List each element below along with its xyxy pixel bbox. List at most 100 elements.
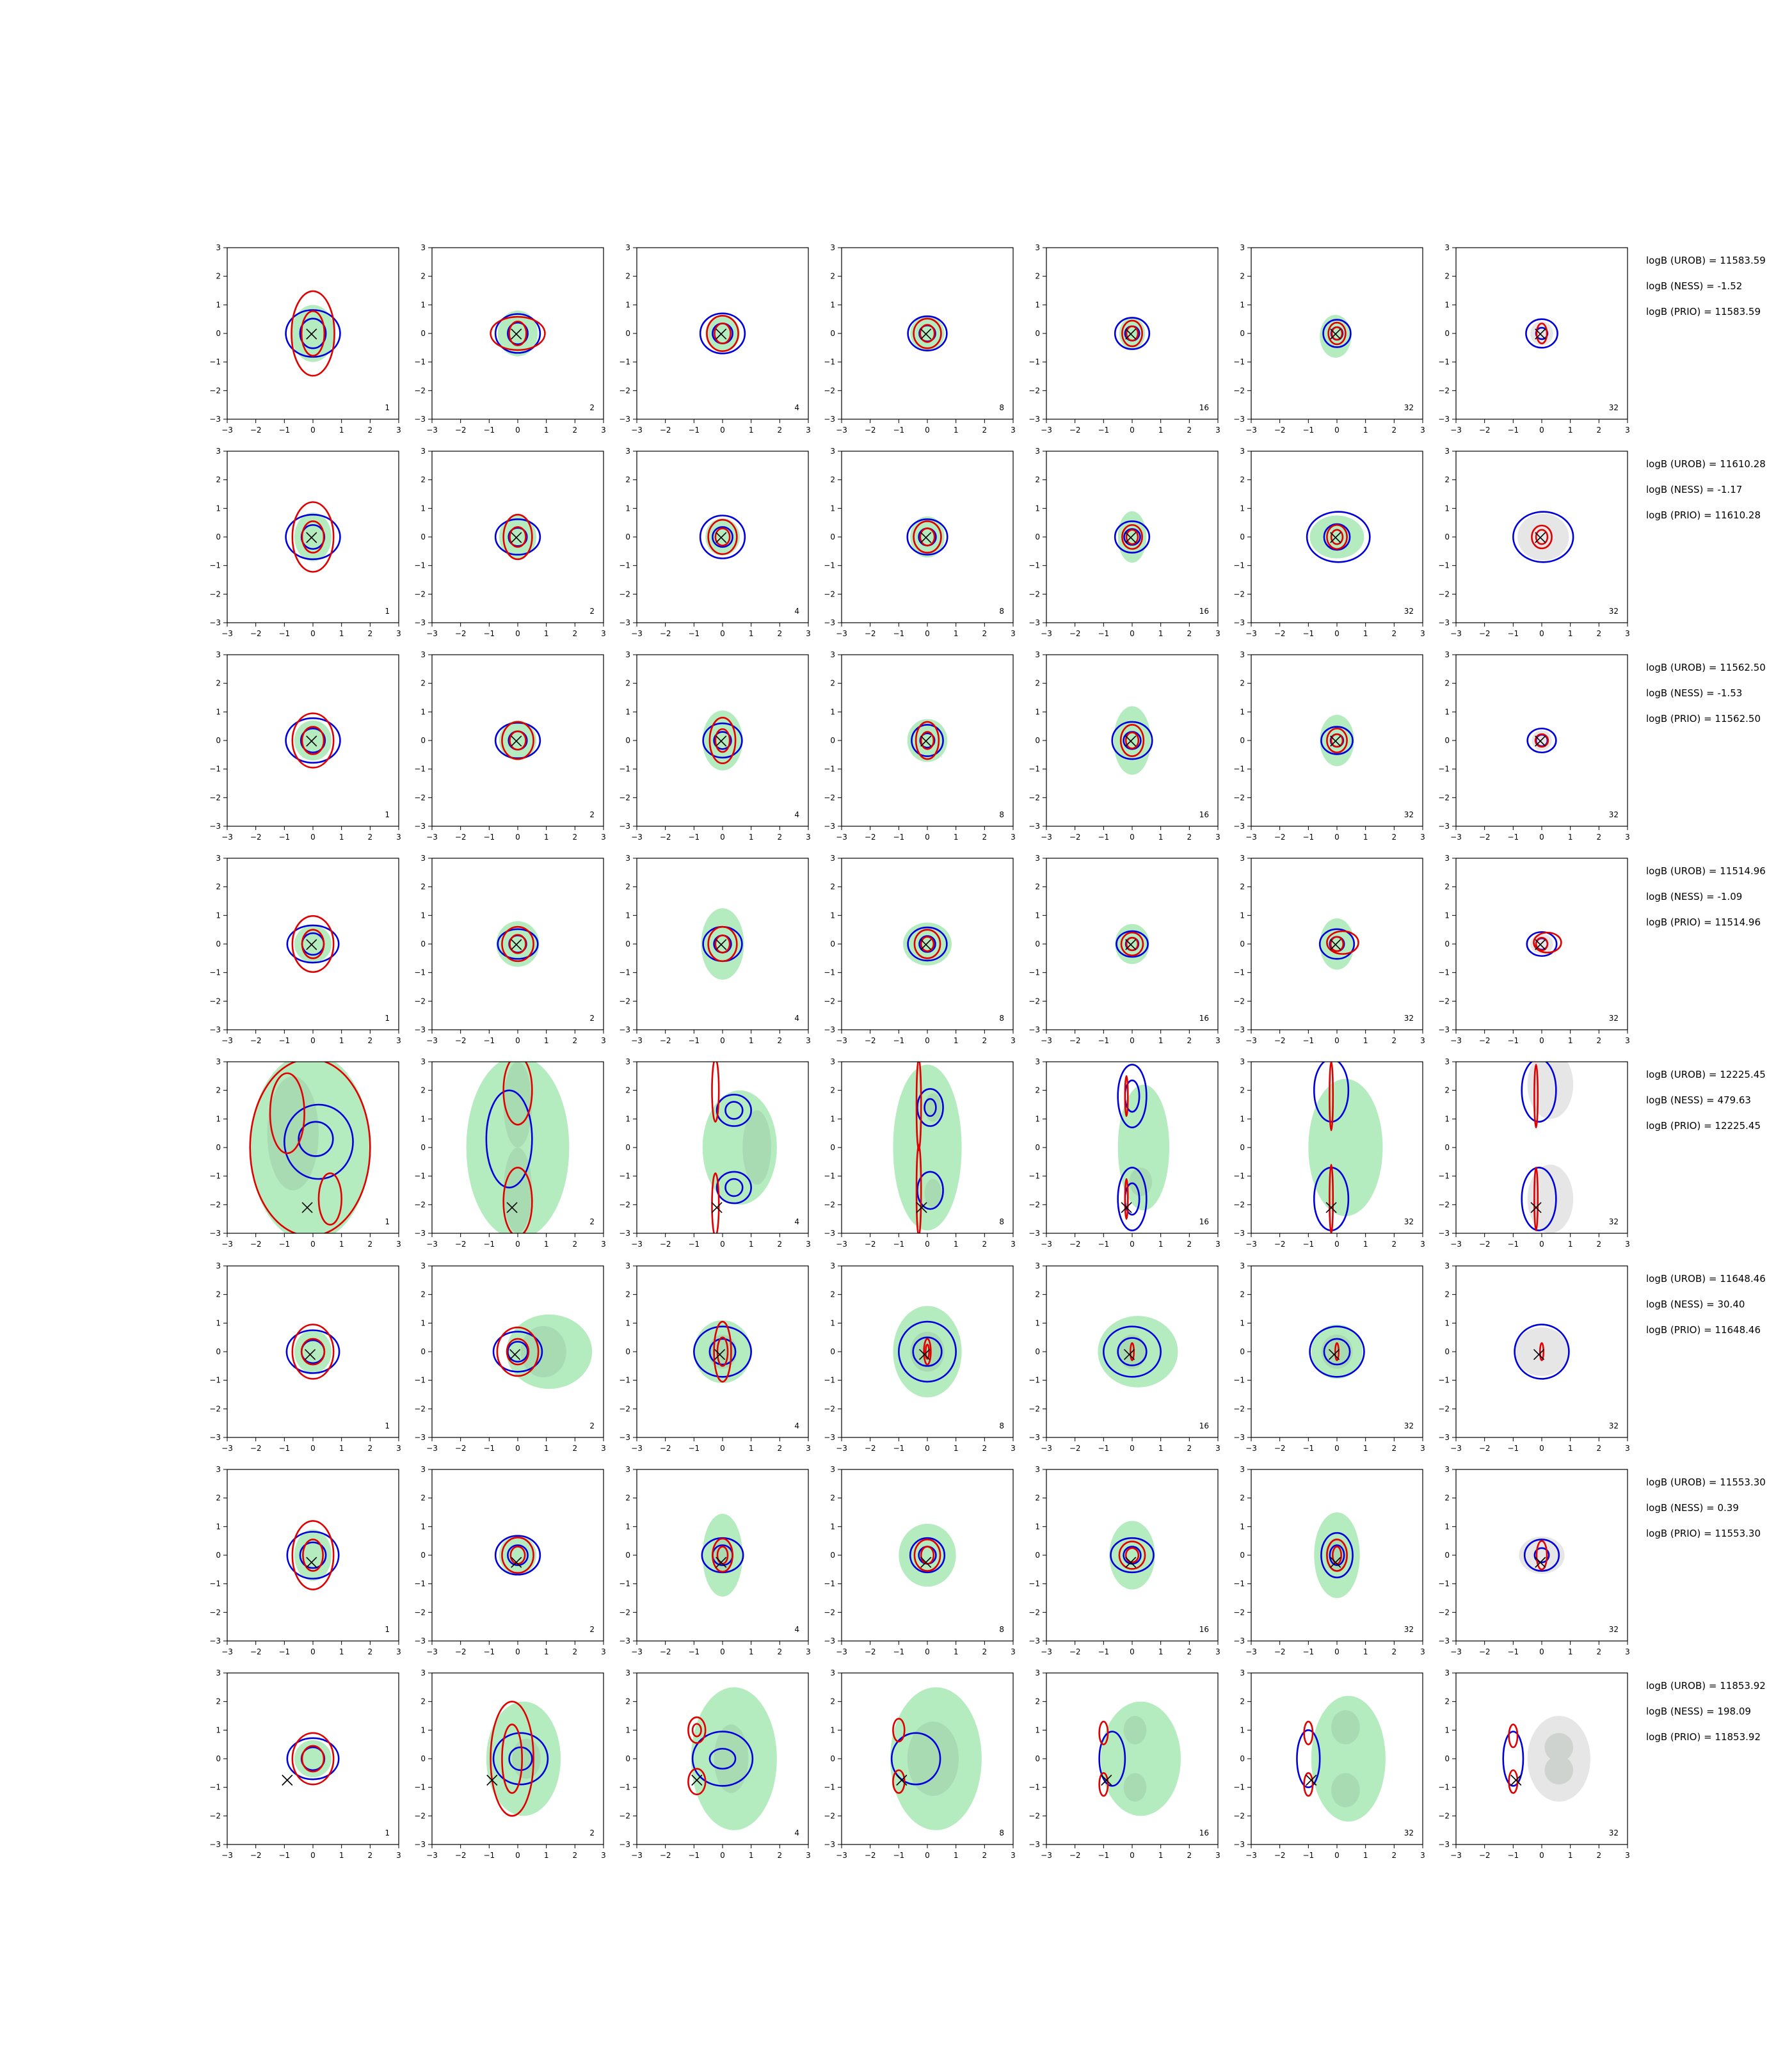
x-tick-label: 3 bbox=[601, 1851, 606, 1860]
y-tick-label: 1 bbox=[1240, 1318, 1245, 1327]
true-point-marker bbox=[1530, 1202, 1542, 1213]
y-tick-label: −1 bbox=[1028, 968, 1040, 977]
density-fill-core bbox=[1123, 1773, 1147, 1802]
true-point-marker bbox=[1125, 735, 1137, 747]
x-tick-label: −3 bbox=[1450, 629, 1462, 638]
x-tick-label: 2 bbox=[1187, 833, 1192, 842]
panel-r7-c2: −3−3 −2 −2 −1 −1 0 0 1 1 2 2 3 3 2 bbox=[414, 1465, 606, 1656]
y-tick-label: 3 bbox=[625, 650, 630, 659]
y-tick-label: −2 bbox=[619, 386, 630, 395]
x-tick-label: 3 bbox=[1011, 1036, 1016, 1045]
red-contour bbox=[291, 501, 335, 573]
x-tick-label: −2 bbox=[250, 1647, 262, 1656]
x-tick-label: −1 bbox=[1302, 1851, 1314, 1860]
y-tick-label: 1 bbox=[420, 911, 426, 920]
y-tick-label: −2 bbox=[1438, 1608, 1450, 1617]
y-tick-label: 2 bbox=[830, 1697, 835, 1706]
density-fill-core bbox=[714, 1724, 749, 1793]
y-tick-label: −2 bbox=[1438, 589, 1450, 598]
red-contour bbox=[1331, 326, 1343, 341]
y-tick-label: 1 bbox=[1035, 300, 1040, 309]
true-point-marker bbox=[486, 1774, 498, 1786]
x-tick-label: −1 bbox=[1302, 629, 1314, 638]
x-tick-label: 2 bbox=[982, 1444, 988, 1453]
x-tick-label: −3 bbox=[221, 1647, 233, 1656]
y-tick-label: −1 bbox=[619, 1580, 630, 1588]
blue-contour bbox=[497, 928, 539, 960]
panel-plot-area bbox=[285, 501, 341, 573]
blue-contour bbox=[285, 309, 341, 358]
y-tick-label: −1 bbox=[1028, 1172, 1040, 1181]
x-tick-label: −2 bbox=[1069, 426, 1081, 435]
y-tick-label: 2 bbox=[1035, 1697, 1040, 1706]
y-tick-label: −2 bbox=[619, 1200, 630, 1209]
x-tick-label: −2 bbox=[660, 1647, 671, 1656]
x-tick-label: 0 bbox=[515, 833, 520, 842]
y-tick-label: 2 bbox=[1444, 476, 1450, 484]
y-tick-label: 0 bbox=[830, 1754, 835, 1763]
x-tick-label: −2 bbox=[1274, 1444, 1286, 1453]
y-tick-label: −1 bbox=[1028, 1783, 1040, 1792]
panel-corner-label: 8 bbox=[999, 810, 1004, 819]
x-tick-label: 2 bbox=[1392, 1647, 1397, 1656]
panel-plot-area bbox=[486, 1700, 561, 1817]
panel-plot-area bbox=[492, 1314, 593, 1389]
panel-plot-area bbox=[494, 720, 541, 761]
panel-corner-label: 8 bbox=[999, 1625, 1004, 1634]
panel-plot-area bbox=[1320, 314, 1352, 358]
x-tick-label: 1 bbox=[1568, 629, 1573, 638]
panel-plot-area bbox=[1320, 714, 1354, 767]
true-point-marker bbox=[1535, 735, 1546, 747]
x-tick-label: −3 bbox=[631, 1036, 643, 1045]
y-tick-label: −3 bbox=[824, 1433, 835, 1442]
red-contour bbox=[711, 1172, 720, 1233]
y-tick-label: 1 bbox=[216, 1318, 221, 1327]
y-tick-label: 3 bbox=[625, 1057, 630, 1066]
x-tick-label: −2 bbox=[250, 1851, 262, 1860]
y-tick-label: −3 bbox=[1438, 1636, 1450, 1645]
blue-contour bbox=[702, 722, 743, 759]
y-tick-label: 1 bbox=[1444, 1318, 1450, 1327]
x-tick-label: 2 bbox=[1392, 629, 1397, 638]
y-tick-label: 0 bbox=[1240, 1754, 1245, 1763]
y-tick-label: 2 bbox=[830, 272, 835, 281]
y-tick-label: −2 bbox=[414, 1404, 426, 1413]
x-tick-label: −3 bbox=[1450, 833, 1462, 842]
panel-corner-label: 16 bbox=[1199, 1421, 1209, 1430]
red-contour bbox=[1124, 732, 1140, 749]
blue-contour bbox=[1521, 1062, 1557, 1123]
x-tick-label: −2 bbox=[1274, 1851, 1286, 1860]
blue-contour bbox=[1306, 511, 1371, 563]
x-tick-label: −2 bbox=[1069, 1444, 1081, 1453]
panel-r3-c2: −3−3 −2 −2 −1 −1 0 0 1 1 2 2 3 3 2 bbox=[414, 650, 606, 842]
x-tick-label: −3 bbox=[426, 1647, 438, 1656]
x-tick-label: 3 bbox=[1625, 1444, 1630, 1453]
x-tick-label: 2 bbox=[778, 1444, 783, 1453]
panel-corner-label: 1 bbox=[385, 1828, 390, 1837]
x-tick-label: −2 bbox=[1274, 629, 1286, 638]
true-point-marker bbox=[306, 1556, 317, 1568]
blue-contour bbox=[1117, 1166, 1148, 1231]
x-tick-label: −2 bbox=[1274, 426, 1286, 435]
density-fill-region bbox=[499, 515, 537, 559]
y-tick-label: 0 bbox=[1035, 329, 1040, 338]
panel-r8-c3: −3−3 −2 −2 −1 −1 0 0 1 1 2 2 3 3 4 bbox=[619, 1668, 811, 1860]
y-tick-label: 0 bbox=[1444, 940, 1450, 948]
y-tick-label: 2 bbox=[420, 1086, 426, 1095]
y-tick-label: −3 bbox=[824, 822, 835, 831]
y-tick-label: 0 bbox=[420, 1551, 426, 1560]
y-tick-label: 3 bbox=[1444, 854, 1450, 863]
panel-corner-label: 16 bbox=[1199, 810, 1209, 819]
x-tick-label: −3 bbox=[426, 833, 438, 842]
red-contour bbox=[913, 1539, 941, 1572]
x-tick-label: 1 bbox=[339, 426, 344, 435]
x-tick-label: −3 bbox=[221, 1444, 233, 1453]
y-tick-label: 0 bbox=[1240, 736, 1245, 745]
x-tick-label: 0 bbox=[1539, 833, 1544, 842]
red-contour bbox=[501, 925, 534, 963]
x-tick-label: −1 bbox=[1302, 426, 1314, 435]
blue-contour bbox=[1296, 1729, 1321, 1788]
y-tick-label: −3 bbox=[1438, 1229, 1450, 1238]
y-tick-label: 3 bbox=[625, 1261, 630, 1270]
y-tick-label: 2 bbox=[216, 1494, 221, 1503]
